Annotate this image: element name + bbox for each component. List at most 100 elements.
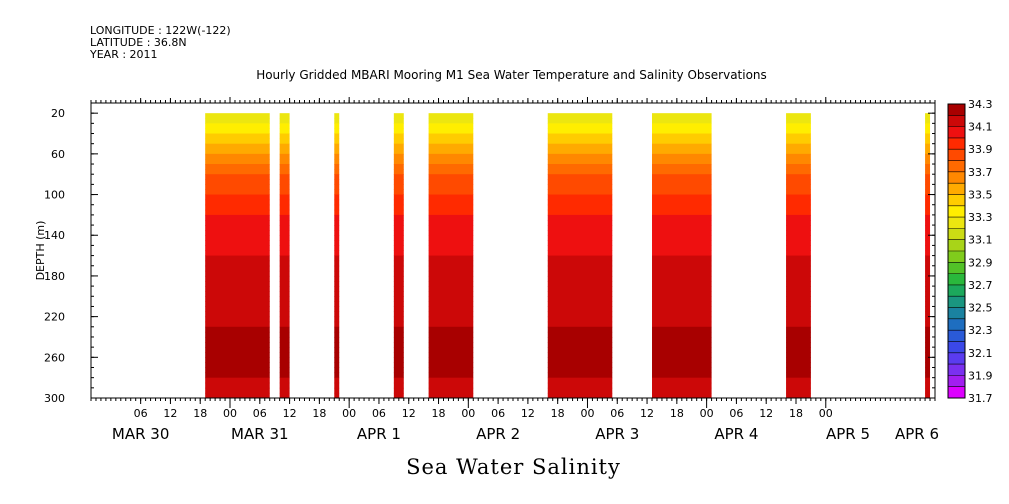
data-layer (205, 113, 931, 399)
data-segment (393, 113, 404, 399)
salinity-cell (652, 204, 712, 211)
salinity-cell (547, 113, 613, 119)
salinity-cell (334, 113, 340, 119)
salinity-cell (393, 382, 404, 389)
salinity-cell (205, 342, 270, 348)
salinity-cell (547, 265, 613, 272)
salinity-cell (925, 255, 931, 262)
x-tick-label: 06 (134, 407, 148, 420)
salinity-cell (547, 387, 613, 394)
salinity-cell (205, 311, 270, 318)
salinity-cell (652, 148, 712, 155)
y-tick-label: 100 (44, 189, 65, 202)
salinity-cell (428, 342, 474, 348)
salinity-cell (279, 286, 290, 292)
salinity-cell (652, 362, 712, 368)
salinity-cell (786, 281, 811, 287)
salinity-cell (334, 321, 340, 328)
salinity-cell (334, 347, 340, 353)
x-tick-label: 00 (819, 407, 833, 420)
salinity-cell (786, 275, 811, 282)
salinity-cell (547, 352, 613, 358)
salinity-cell (925, 306, 931, 313)
salinity-cell (205, 138, 270, 145)
salinity-cell (652, 230, 712, 236)
salinity-cell (428, 265, 474, 272)
salinity-cell (393, 296, 404, 302)
colorbar-label: 34.3 (968, 98, 993, 111)
salinity-cell (652, 342, 712, 348)
y-tick-label: 140 (44, 229, 65, 242)
salinity-cell (393, 225, 404, 231)
colorbar-label: 32.1 (968, 347, 993, 360)
salinity-cell (925, 270, 931, 277)
salinity-cell (393, 148, 404, 155)
salinity-cell (925, 245, 931, 251)
salinity-cell (925, 189, 931, 196)
salinity-cell (393, 245, 404, 251)
salinity-cell (428, 174, 474, 180)
salinity-cell (428, 153, 474, 160)
salinity-cell (925, 331, 931, 338)
salinity-cell (205, 306, 270, 313)
salinity-cell (279, 306, 290, 313)
salinity-cell (279, 209, 290, 216)
colorbar-label: 32.5 (968, 302, 993, 315)
salinity-cell (652, 250, 712, 257)
salinity-cell (786, 296, 811, 302)
salinity-cell (279, 184, 290, 190)
salinity-cell (205, 113, 270, 119)
salinity-cell (279, 296, 290, 302)
salinity-cell (652, 301, 712, 307)
salinity-cell (428, 225, 474, 231)
salinity-cell (547, 382, 613, 389)
salinity-cell (205, 270, 270, 277)
salinity-cell (428, 392, 474, 399)
x-tick-label: 06 (610, 407, 624, 420)
colorbar-swatch (948, 296, 965, 308)
salinity-cell (428, 118, 474, 124)
salinity-cell (428, 128, 474, 135)
salinity-cell (428, 260, 474, 267)
salinity-cell (279, 316, 290, 323)
salinity-cell (279, 362, 290, 368)
salinity-cell (652, 296, 712, 302)
x-tick-label: 12 (759, 407, 773, 420)
colorbar: 31.7 31.9 32.1 32.3 32.5 32.7 32.9 33.1 33.3 33.5… (947, 98, 993, 405)
salinity-cell (652, 235, 712, 241)
salinity-cell (925, 372, 931, 379)
salinity-cell (652, 240, 712, 246)
x-day-label: APR 1 (357, 425, 401, 443)
salinity-cell (393, 306, 404, 313)
salinity-cell (205, 184, 270, 190)
salinity-cell (205, 291, 270, 297)
salinity-cell (279, 194, 290, 201)
salinity-cell (652, 113, 712, 119)
x-day-label: APR 6 (895, 425, 939, 443)
salinity-cell (334, 225, 340, 231)
salinity-cell (786, 169, 811, 175)
salinity-cell (925, 235, 931, 241)
salinity-cell (547, 367, 613, 374)
salinity-cell (786, 204, 811, 211)
salinity-cell (652, 347, 712, 353)
x-tick-label: 18 (193, 407, 207, 420)
salinity-cell (547, 392, 613, 399)
salinity-cell (786, 382, 811, 389)
salinity-cell (547, 245, 613, 251)
salinity-cell (334, 230, 340, 236)
salinity-cell (334, 143, 340, 150)
salinity-cell (428, 382, 474, 389)
salinity-cell (547, 123, 613, 129)
salinity-cell (334, 342, 340, 348)
salinity-cell (205, 357, 270, 363)
data-segment (547, 113, 613, 399)
salinity-cell (393, 230, 404, 236)
salinity-cell (428, 377, 474, 384)
salinity-cell (279, 214, 290, 221)
salinity-cell (205, 377, 270, 384)
y-tick-label: 180 (44, 270, 65, 283)
salinity-cell (279, 367, 290, 374)
salinity-cell (393, 260, 404, 267)
salinity-cell (279, 377, 290, 384)
